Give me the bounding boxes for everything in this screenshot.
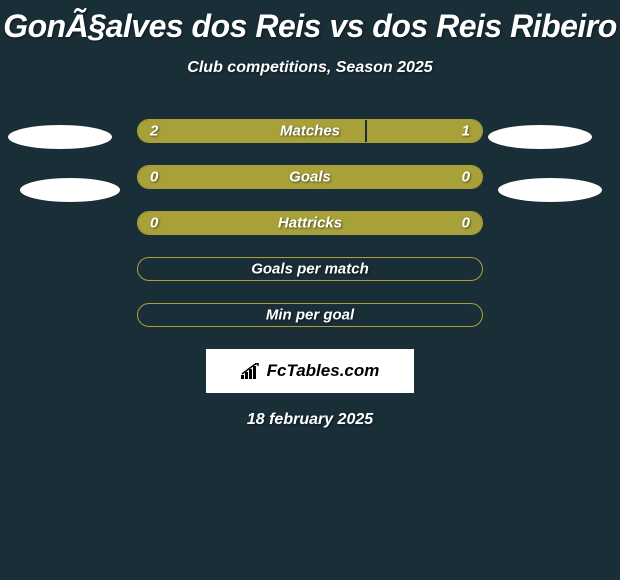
page-subtitle: Club competitions, Season 2025 <box>0 59 620 77</box>
logo-box: FcTables.com <box>206 349 414 393</box>
stats-container: Matches 2 1 Goals 0 0 Hattricks 0 0 Goals per mat… <box>0 119 620 327</box>
stat-label: Min per goal <box>266 307 354 324</box>
stat-right-value: 0 <box>462 215 470 232</box>
stat-right-value: 0 <box>462 169 470 186</box>
stat-label: Matches <box>280 123 340 140</box>
stat-row: Min per goal <box>137 303 483 327</box>
stat-right-value: 1 <box>462 123 470 140</box>
logo-text: FcTables.com <box>267 361 380 381</box>
date-label: 18 february 2025 <box>0 411 620 429</box>
stat-row: Matches 2 1 <box>137 119 483 143</box>
page-title: GonÃ§alves dos Reis vs dos Reis Ribeiro <box>0 0 620 45</box>
stat-left-value: 2 <box>150 123 158 140</box>
stat-row: Goals 0 0 <box>137 165 483 189</box>
avatar-left-top <box>8 125 112 149</box>
stat-left-value: 0 <box>150 215 158 232</box>
stat-left-value: 0 <box>150 169 158 186</box>
stat-bar-left <box>138 166 310 188</box>
stat-bar-right <box>310 166 482 188</box>
stat-row: Goals per match <box>137 257 483 281</box>
stat-row: Hattricks 0 0 <box>137 211 483 235</box>
stat-label: Goals per match <box>251 261 369 278</box>
avatar-right-top <box>488 125 592 149</box>
stat-label: Goals <box>289 169 331 186</box>
avatar-left-bottom <box>20 178 120 202</box>
chart-icon <box>241 363 261 379</box>
stat-label: Hattricks <box>278 215 342 232</box>
avatar-right-bottom <box>498 178 602 202</box>
